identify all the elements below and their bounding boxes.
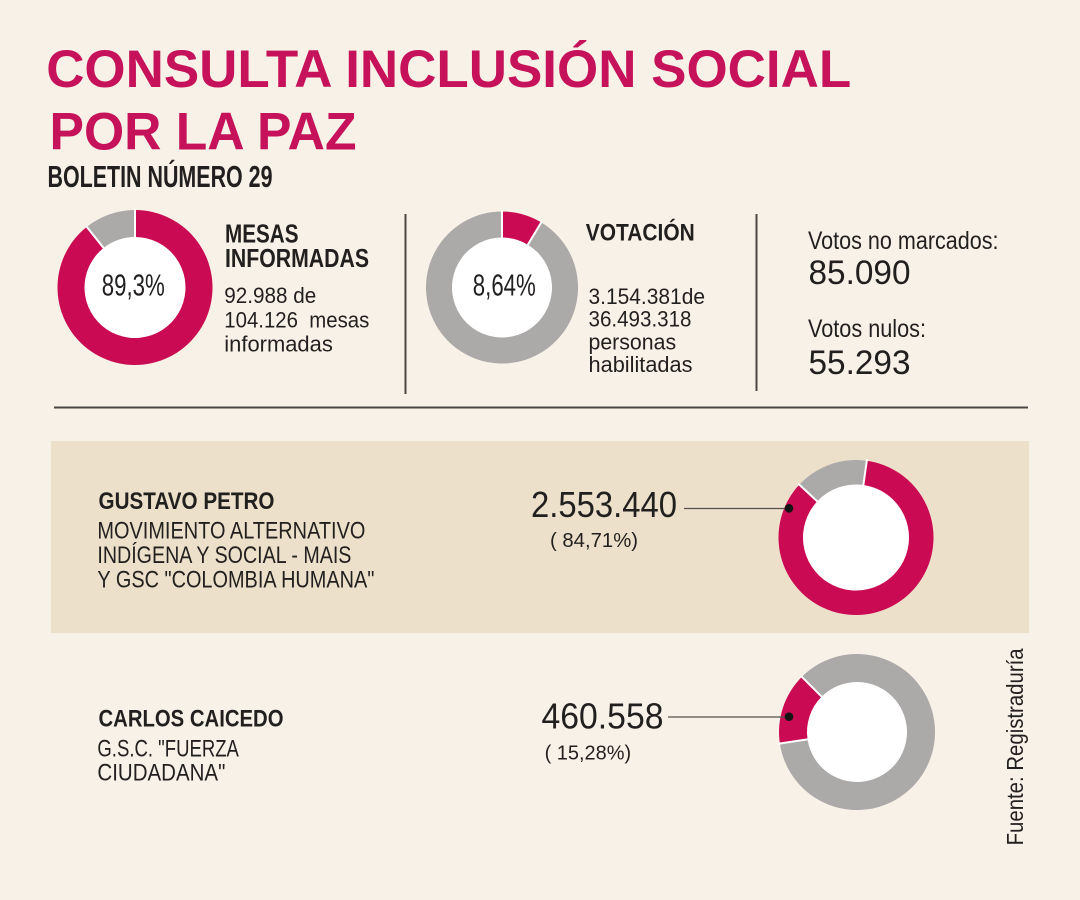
svg-text:POR LA PAZ: POR LA PAZ — [50, 102, 357, 161]
svg-text:informadas: informadas — [224, 331, 332, 356]
svg-text:( 84,71%): ( 84,71%) — [550, 530, 638, 552]
svg-text:36.493.318: 36.493.318 — [589, 307, 692, 332]
svg-text:Votos no marcados:: Votos no marcados: — [808, 227, 999, 255]
svg-text:INDÍGENA Y SOCIAL - MAIS: INDÍGENA Y SOCIAL - MAIS — [97, 542, 351, 569]
svg-text:460.558: 460.558 — [542, 696, 664, 737]
svg-text:INFORMADAS: INFORMADAS — [225, 245, 369, 273]
svg-text:CARLOS CAICEDO: CARLOS CAICEDO — [99, 706, 284, 733]
svg-text:BOLETIN NÚMERO 29: BOLETIN NÚMERO 29 — [48, 160, 273, 194]
svg-text:VOTACIÓN: VOTACIÓN — [586, 219, 695, 247]
svg-text:MESAS: MESAS — [225, 221, 299, 249]
svg-text:55.293: 55.293 — [809, 344, 911, 382]
svg-text:Votos nulos:: Votos nulos: — [808, 315, 926, 343]
svg-text:G.S.C. "FUERZA: G.S.C. "FUERZA — [97, 736, 239, 763]
svg-text:Y GSC "COLOMBIA HUMANA": Y GSC "COLOMBIA HUMANA" — [97, 567, 374, 594]
svg-text:MOVIMIENTO ALTERNATIVO: MOVIMIENTO ALTERNATIVO — [97, 518, 365, 545]
svg-text:104.126 mesas: 104.126 mesas — [224, 307, 369, 332]
svg-text:CONSULTA INCLUSIÓN SOCIAL: CONSULTA INCLUSIÓN SOCIAL — [46, 39, 851, 99]
svg-text:( 15,28%): ( 15,28%) — [545, 743, 632, 765]
svg-text:GUSTAVO PETRO: GUSTAVO PETRO — [99, 488, 275, 515]
svg-text:8,64%: 8,64% — [473, 269, 536, 303]
svg-text:personas: personas — [589, 329, 677, 354]
svg-text:2.553.440: 2.553.440 — [531, 484, 677, 525]
svg-text:92.988 de: 92.988 de — [224, 283, 316, 308]
svg-text:CIUDADANA": CIUDADANA" — [97, 759, 225, 786]
svg-text:3.154.381de: 3.154.381de — [589, 284, 706, 309]
svg-text:85.090: 85.090 — [809, 254, 911, 292]
svg-text:habilitadas: habilitadas — [589, 352, 693, 377]
svg-text:89,3%: 89,3% — [102, 269, 165, 303]
svg-text:Fuente: Registraduría: Fuente: Registraduría — [1002, 648, 1028, 845]
